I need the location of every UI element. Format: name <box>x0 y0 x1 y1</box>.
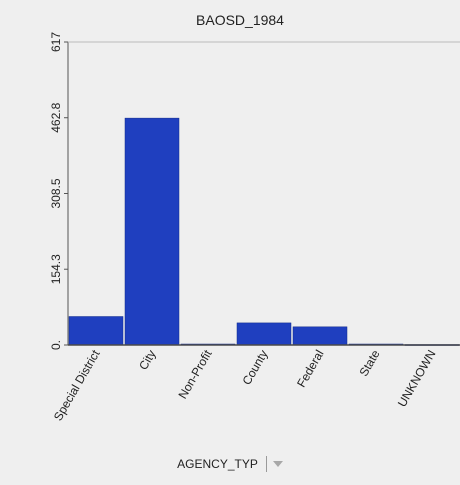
field-separator <box>265 456 267 472</box>
x-tick-label: State <box>356 347 382 379</box>
y-tick-label: 154.3 <box>49 254 63 284</box>
bar-county[interactable] <box>236 322 292 346</box>
x-tick-label: Federal <box>294 348 326 390</box>
chevron-down-icon[interactable] <box>272 461 283 467</box>
y-tick-label: 0. <box>49 340 63 350</box>
y-tick-label: 308.5 <box>49 178 63 208</box>
x-tick-labels: Special District City Non-Profit County Fede… <box>51 347 439 423</box>
x-tick-label: City <box>136 348 158 373</box>
y-tick-label: 617 <box>49 32 63 52</box>
bars <box>68 117 460 346</box>
bar-city[interactable] <box>124 117 180 346</box>
y-tick-label: 462.8 <box>49 102 63 132</box>
y-ticks: 0. 154.3 308.5 462.8 617 <box>49 32 68 350</box>
chart-title: BAOSD_1984 <box>196 12 284 28</box>
bar-federal[interactable] <box>292 326 348 346</box>
bar-special-district[interactable] <box>68 316 124 346</box>
x-tick-label: Non-Profit <box>175 347 214 401</box>
x-tick-label: UNKNOWN <box>395 348 439 410</box>
x-tick-label: County <box>239 348 270 388</box>
x-axis-label: AGENCY_TYP <box>177 457 258 471</box>
x-axis-field-selector: AGENCY_TYP <box>0 456 460 472</box>
x-tick-label: Special District <box>51 347 103 423</box>
